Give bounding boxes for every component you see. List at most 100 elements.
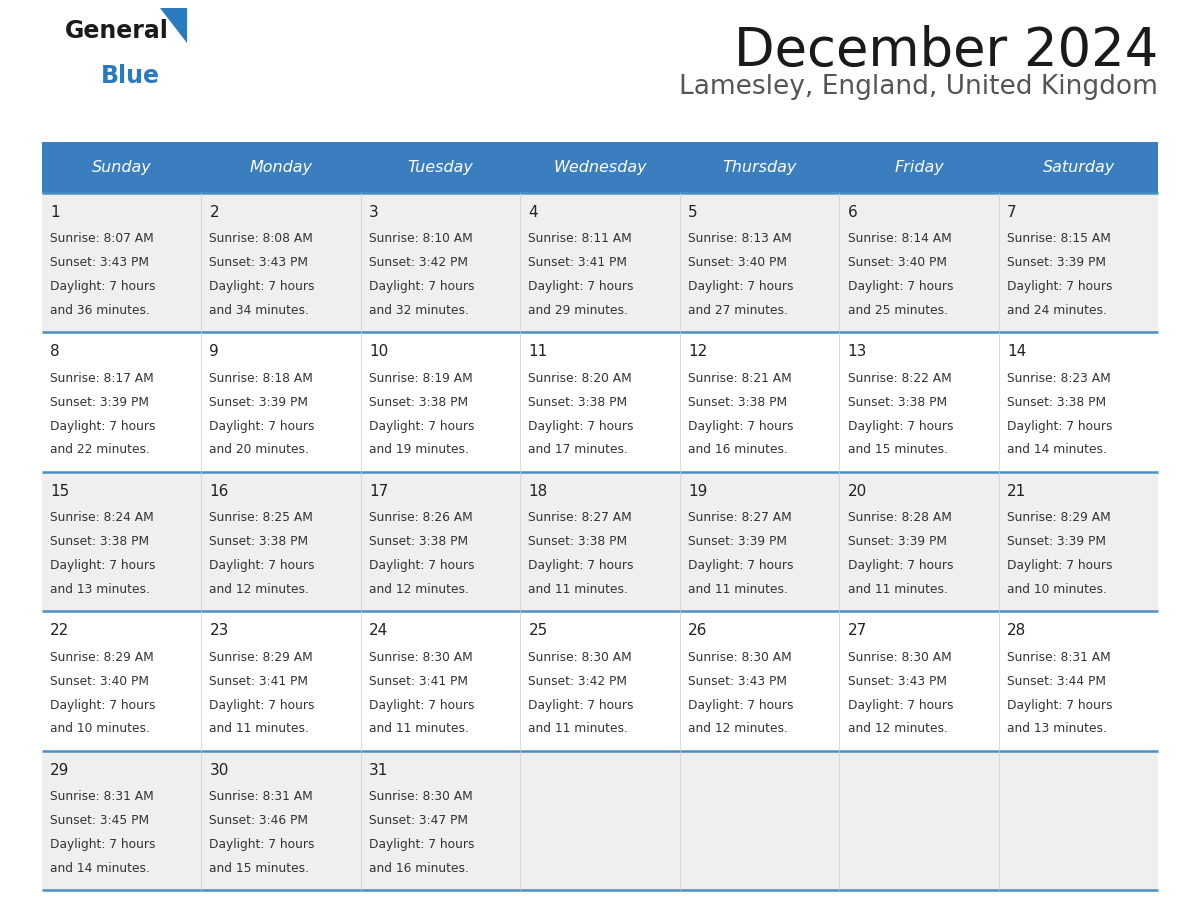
Text: Daylight: 7 hours: Daylight: 7 hours bbox=[369, 420, 474, 432]
Text: and 11 minutes.: and 11 minutes. bbox=[209, 722, 309, 735]
Text: Daylight: 7 hours: Daylight: 7 hours bbox=[1007, 559, 1113, 572]
Text: and 25 minutes.: and 25 minutes. bbox=[847, 304, 948, 317]
Text: Tuesday: Tuesday bbox=[407, 160, 473, 175]
Text: Sunset: 3:38 PM: Sunset: 3:38 PM bbox=[1007, 396, 1106, 409]
Text: Daylight: 7 hours: Daylight: 7 hours bbox=[209, 280, 315, 293]
Text: 29: 29 bbox=[50, 763, 69, 778]
Text: Daylight: 7 hours: Daylight: 7 hours bbox=[50, 699, 156, 711]
Text: Sunrise: 8:17 AM: Sunrise: 8:17 AM bbox=[50, 372, 153, 385]
Text: 3: 3 bbox=[369, 205, 379, 219]
Text: 28: 28 bbox=[1007, 623, 1026, 638]
Text: Sunrise: 8:10 AM: Sunrise: 8:10 AM bbox=[369, 232, 473, 245]
Text: Sunset: 3:43 PM: Sunset: 3:43 PM bbox=[50, 256, 148, 269]
Text: Daylight: 7 hours: Daylight: 7 hours bbox=[688, 420, 794, 432]
Text: 9: 9 bbox=[209, 344, 219, 359]
Text: 16: 16 bbox=[209, 484, 229, 498]
Text: 19: 19 bbox=[688, 484, 707, 498]
Text: 27: 27 bbox=[847, 623, 867, 638]
Text: and 15 minutes.: and 15 minutes. bbox=[847, 443, 948, 456]
Text: 11: 11 bbox=[529, 344, 548, 359]
Text: Sunset: 3:39 PM: Sunset: 3:39 PM bbox=[209, 396, 309, 409]
Text: Daylight: 7 hours: Daylight: 7 hours bbox=[369, 280, 474, 293]
Text: Daylight: 7 hours: Daylight: 7 hours bbox=[529, 280, 634, 293]
Text: and 11 minutes.: and 11 minutes. bbox=[847, 583, 947, 596]
Text: Sunrise: 8:21 AM: Sunrise: 8:21 AM bbox=[688, 372, 791, 385]
Text: 20: 20 bbox=[847, 484, 867, 498]
Text: 8: 8 bbox=[50, 344, 59, 359]
Text: December 2024: December 2024 bbox=[734, 25, 1158, 76]
Text: Sunrise: 8:27 AM: Sunrise: 8:27 AM bbox=[688, 511, 791, 524]
Text: Sunset: 3:41 PM: Sunset: 3:41 PM bbox=[369, 675, 468, 688]
Text: and 14 minutes.: and 14 minutes. bbox=[50, 862, 150, 875]
Text: Sunset: 3:39 PM: Sunset: 3:39 PM bbox=[1007, 535, 1106, 548]
Text: Sunset: 3:38 PM: Sunset: 3:38 PM bbox=[847, 396, 947, 409]
Text: and 13 minutes.: and 13 minutes. bbox=[50, 583, 150, 596]
Text: Sunset: 3:42 PM: Sunset: 3:42 PM bbox=[369, 256, 468, 269]
Text: Sunset: 3:42 PM: Sunset: 3:42 PM bbox=[529, 675, 627, 688]
Text: and 24 minutes.: and 24 minutes. bbox=[1007, 304, 1107, 317]
Text: General: General bbox=[65, 19, 169, 43]
Text: Friday: Friday bbox=[895, 160, 944, 175]
Text: Sunset: 3:38 PM: Sunset: 3:38 PM bbox=[369, 535, 468, 548]
Text: and 14 minutes.: and 14 minutes. bbox=[1007, 443, 1107, 456]
Text: Sunrise: 8:29 AM: Sunrise: 8:29 AM bbox=[50, 651, 153, 664]
Text: and 10 minutes.: and 10 minutes. bbox=[50, 722, 150, 735]
Text: Sunset: 3:41 PM: Sunset: 3:41 PM bbox=[209, 675, 309, 688]
Text: Thursday: Thursday bbox=[722, 160, 797, 175]
Text: Daylight: 7 hours: Daylight: 7 hours bbox=[1007, 699, 1113, 711]
Text: Daylight: 7 hours: Daylight: 7 hours bbox=[209, 838, 315, 851]
Text: and 29 minutes.: and 29 minutes. bbox=[529, 304, 628, 317]
Text: Sunrise: 8:25 AM: Sunrise: 8:25 AM bbox=[209, 511, 314, 524]
Text: 6: 6 bbox=[847, 205, 858, 219]
Text: Daylight: 7 hours: Daylight: 7 hours bbox=[369, 699, 474, 711]
Text: Daylight: 7 hours: Daylight: 7 hours bbox=[209, 559, 315, 572]
Text: Sunrise: 8:30 AM: Sunrise: 8:30 AM bbox=[688, 651, 791, 664]
Text: 21: 21 bbox=[1007, 484, 1026, 498]
Text: Wednesday: Wednesday bbox=[554, 160, 646, 175]
Text: Sunset: 3:39 PM: Sunset: 3:39 PM bbox=[1007, 256, 1106, 269]
Text: and 16 minutes.: and 16 minutes. bbox=[369, 862, 469, 875]
Text: Daylight: 7 hours: Daylight: 7 hours bbox=[50, 838, 156, 851]
Text: and 19 minutes.: and 19 minutes. bbox=[369, 443, 469, 456]
Text: Daylight: 7 hours: Daylight: 7 hours bbox=[50, 280, 156, 293]
Text: 31: 31 bbox=[369, 763, 388, 778]
Text: and 11 minutes.: and 11 minutes. bbox=[529, 583, 628, 596]
Text: Daylight: 7 hours: Daylight: 7 hours bbox=[369, 838, 474, 851]
Text: 30: 30 bbox=[209, 763, 229, 778]
Text: Sunrise: 8:29 AM: Sunrise: 8:29 AM bbox=[1007, 511, 1111, 524]
Text: Sunrise: 8:30 AM: Sunrise: 8:30 AM bbox=[847, 651, 952, 664]
Text: Sunrise: 8:13 AM: Sunrise: 8:13 AM bbox=[688, 232, 791, 245]
Text: and 20 minutes.: and 20 minutes. bbox=[209, 443, 309, 456]
Text: Sunrise: 8:31 AM: Sunrise: 8:31 AM bbox=[209, 790, 314, 803]
Text: Sunset: 3:41 PM: Sunset: 3:41 PM bbox=[529, 256, 627, 269]
Text: and 32 minutes.: and 32 minutes. bbox=[369, 304, 469, 317]
Text: Daylight: 7 hours: Daylight: 7 hours bbox=[688, 280, 794, 293]
Text: 13: 13 bbox=[847, 344, 867, 359]
Text: Sunrise: 8:20 AM: Sunrise: 8:20 AM bbox=[529, 372, 632, 385]
Text: Daylight: 7 hours: Daylight: 7 hours bbox=[847, 559, 953, 572]
Text: Lamesley, England, United Kingdom: Lamesley, England, United Kingdom bbox=[680, 74, 1158, 100]
Text: and 36 minutes.: and 36 minutes. bbox=[50, 304, 150, 317]
Text: Sunset: 3:43 PM: Sunset: 3:43 PM bbox=[847, 675, 947, 688]
Text: and 15 minutes.: and 15 minutes. bbox=[209, 862, 309, 875]
Text: Daylight: 7 hours: Daylight: 7 hours bbox=[50, 559, 156, 572]
Text: Daylight: 7 hours: Daylight: 7 hours bbox=[847, 699, 953, 711]
Text: Sunrise: 8:11 AM: Sunrise: 8:11 AM bbox=[529, 232, 632, 245]
Text: 14: 14 bbox=[1007, 344, 1026, 359]
Text: 24: 24 bbox=[369, 623, 388, 638]
Bar bbox=[42, 142, 1158, 193]
Text: 10: 10 bbox=[369, 344, 388, 359]
Text: Sunset: 3:38 PM: Sunset: 3:38 PM bbox=[529, 535, 627, 548]
Text: Daylight: 7 hours: Daylight: 7 hours bbox=[688, 559, 794, 572]
Text: Sunrise: 8:14 AM: Sunrise: 8:14 AM bbox=[847, 232, 952, 245]
Text: Blue: Blue bbox=[101, 64, 160, 88]
Text: 2: 2 bbox=[209, 205, 219, 219]
Text: 17: 17 bbox=[369, 484, 388, 498]
Text: and 10 minutes.: and 10 minutes. bbox=[1007, 583, 1107, 596]
Text: Sunrise: 8:15 AM: Sunrise: 8:15 AM bbox=[1007, 232, 1111, 245]
Text: Saturday: Saturday bbox=[1042, 160, 1114, 175]
Text: Sunrise: 8:27 AM: Sunrise: 8:27 AM bbox=[529, 511, 632, 524]
Text: and 22 minutes.: and 22 minutes. bbox=[50, 443, 150, 456]
Text: Sunset: 3:46 PM: Sunset: 3:46 PM bbox=[209, 814, 309, 827]
Text: 23: 23 bbox=[209, 623, 229, 638]
